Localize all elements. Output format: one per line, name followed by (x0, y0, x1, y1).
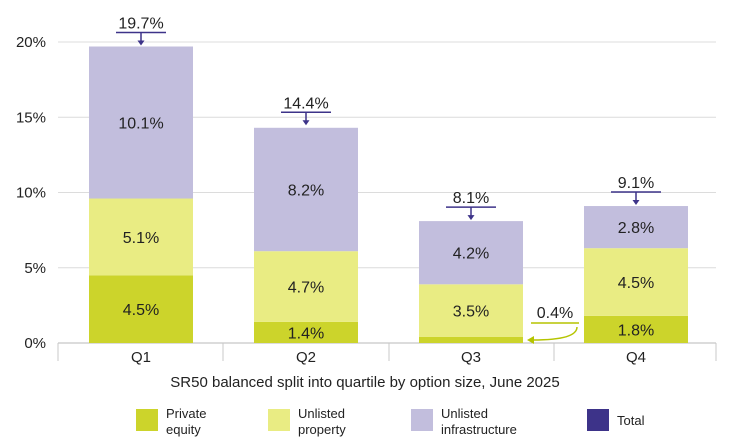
total-arrowhead (467, 215, 475, 221)
legend-swatch (411, 409, 433, 431)
x-tick-label: Q1 (131, 349, 151, 366)
bar-unlisted-property (584, 248, 688, 316)
legend: PrivateequityUnlistedpropertyUnlistedinf… (136, 406, 645, 437)
y-tick-label: 20% (16, 34, 46, 51)
segment-label: 10.1% (118, 116, 163, 133)
x-tick-label: Q3 (461, 349, 481, 366)
y-tick-label: 0% (24, 335, 46, 352)
bar-private-equity (419, 336, 523, 343)
bar-unlisted-infrastructure (254, 127, 358, 252)
segment-label: 4.5% (123, 302, 159, 319)
legend-label: Unlisted (441, 406, 488, 421)
legend-swatch (268, 409, 290, 431)
legend-label: Total (617, 413, 645, 428)
total-arrowhead (632, 200, 640, 206)
segment-label: 1.8% (618, 322, 654, 339)
x-tick-label: Q4 (626, 349, 646, 366)
segment-label: 8.2% (288, 182, 324, 199)
y-tick-label: 10% (16, 185, 46, 202)
legend-label: property (298, 422, 346, 437)
bar-private-equity (254, 321, 358, 343)
y-tick-label: 15% (16, 109, 46, 126)
bar-unlisted-infrastructure (584, 206, 688, 249)
legend-label: Unlisted (298, 406, 345, 421)
callout-arrow-line (532, 326, 578, 341)
total-label: 8.1% (453, 190, 489, 207)
callout-arrowhead (527, 335, 534, 344)
bar-unlisted-property (254, 251, 358, 322)
legend-label: Private (166, 406, 206, 421)
segment-label: 1.4% (288, 325, 324, 342)
legend-swatch (136, 409, 158, 431)
y-tick-label: 5% (24, 260, 46, 277)
segment-label: 4.7% (288, 280, 324, 297)
segment-label: 3.5% (453, 304, 489, 321)
total-label: 9.1% (618, 175, 654, 192)
bar-unlisted-property (89, 198, 193, 276)
bar-private-equity (584, 315, 688, 343)
bar-private-equity (89, 275, 193, 343)
total-arrowhead (137, 40, 145, 46)
total-label: 19.7% (118, 16, 163, 33)
segment-label: 5.1% (123, 230, 159, 247)
segment-labels: 4.5% 5.1% 10.1% 1.4% 4.7% 8.2% 0.4% 3.5% 4.2% 1.8… (118, 116, 654, 344)
segment-label: 4.5% (618, 275, 654, 292)
segment-label: 2.8% (618, 220, 654, 237)
y-axis: 0% 5% 10% 15% 20% (16, 34, 46, 352)
x-axis-title: SR50 balanced split into quartile by opt… (170, 374, 559, 391)
bar-unlisted-infrastructure (419, 221, 523, 285)
bar-unlisted-infrastructure (89, 46, 193, 199)
bar-unlisted-property (419, 284, 523, 337)
total-arrowhead (302, 120, 310, 126)
legend-swatch (587, 409, 609, 431)
total-label: 14.4% (283, 95, 328, 112)
segment-label: 0.4% (537, 305, 573, 322)
segment-label: 4.2% (453, 246, 489, 263)
total-markers: 19.7% 14.4% 8.1% 9.1% (116, 16, 661, 221)
bars (89, 46, 688, 343)
legend-label: equity (166, 422, 201, 437)
legend-total: Total (587, 409, 645, 431)
legend-label: infrastructure (441, 422, 517, 437)
x-axis: Q1 Q2 Q3 Q4 (57, 343, 717, 366)
x-tick-label: Q2 (296, 349, 316, 366)
